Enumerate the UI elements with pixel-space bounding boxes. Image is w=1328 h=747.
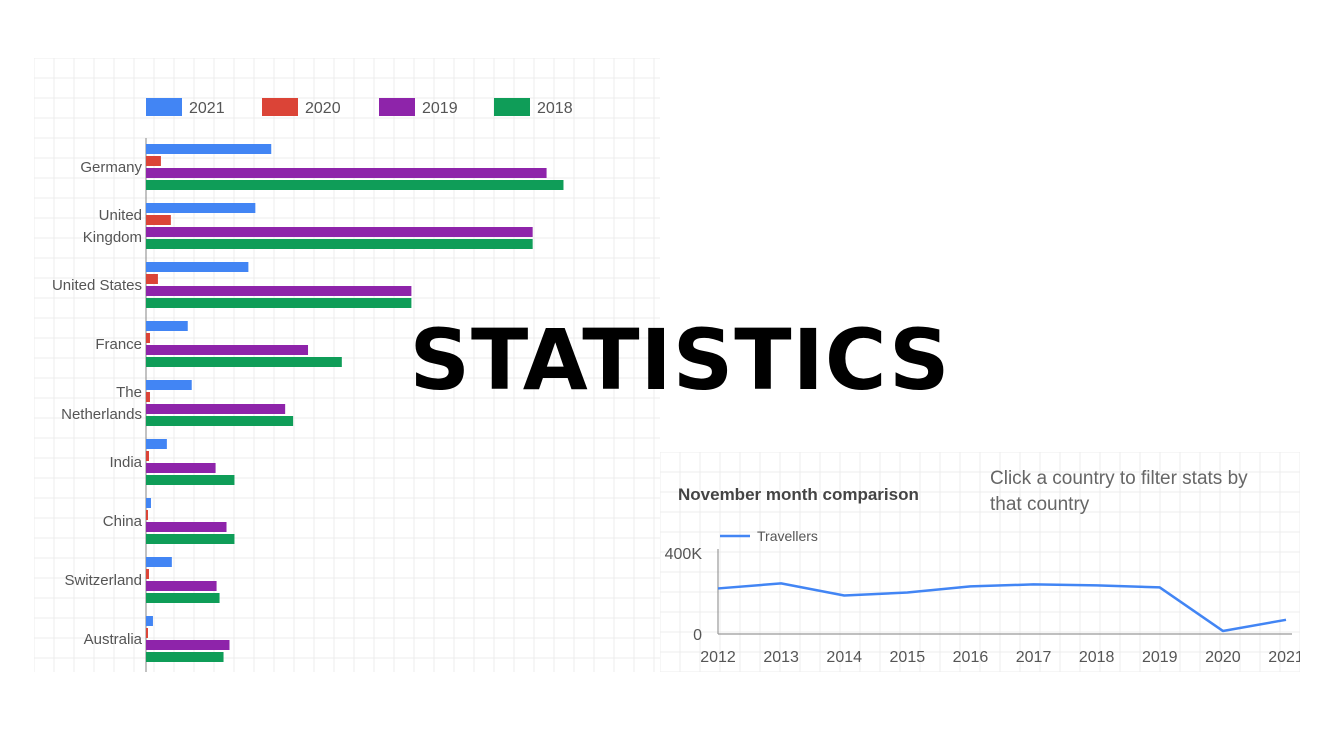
legend-label: 2019 — [422, 100, 458, 117]
bar-germany-2018[interactable] — [146, 180, 564, 190]
category-label-line: Netherlands — [61, 406, 142, 423]
x-tick-label: 2012 — [700, 649, 736, 666]
legend-item-2020[interactable]: 2020 — [262, 98, 341, 117]
bar-united-states-2021[interactable] — [146, 262, 249, 272]
line-chart-grid — [660, 452, 1300, 672]
legend-swatch — [146, 98, 182, 116]
category-label: Switzerland — [64, 572, 142, 589]
x-tick-label: 2021 — [1268, 649, 1300, 666]
legend-item-2019[interactable]: 2019 — [379, 98, 458, 117]
category-label: France — [95, 336, 142, 353]
line-chart-title: November month comparison — [678, 485, 919, 504]
bar-group-australia[interactable]: Australia — [84, 616, 230, 662]
x-tick-label: 2019 — [1142, 649, 1178, 666]
bar-france-2019[interactable] — [146, 345, 309, 355]
bar-the-netherlands-2019[interactable] — [146, 404, 286, 414]
legend-swatch — [262, 98, 298, 116]
bar-group-india[interactable]: India — [109, 439, 235, 485]
bar-group-germany[interactable]: Germany — [80, 144, 564, 190]
bar-united-states-2018[interactable] — [146, 298, 412, 308]
category-label: Germany — [80, 159, 142, 176]
travellers-line-chart[interactable]: November month comparison Travellers 0 400K… — [660, 452, 1300, 672]
legend-item-travellers[interactable]: Travellers — [720, 528, 818, 544]
legend-swatch — [494, 98, 530, 116]
bar-group-france[interactable]: France — [95, 321, 342, 367]
bar-switzerland-2018[interactable] — [146, 593, 220, 603]
legend-swatch — [379, 98, 415, 116]
bar-india-2018[interactable] — [146, 475, 235, 485]
series-line-travellers[interactable] — [717, 582, 1287, 633]
bar-australia-2020[interactable] — [146, 628, 148, 638]
bar-china-2019[interactable] — [146, 522, 227, 532]
bar-united-states-2020[interactable] — [146, 274, 158, 284]
bar-australia-2019[interactable] — [146, 640, 230, 650]
bar-india-2021[interactable] — [146, 439, 167, 449]
bar-group-united-kingdom[interactable]: United Kingdom — [83, 203, 533, 249]
bar-france-2020[interactable] — [146, 333, 150, 343]
category-label: Australia — [84, 631, 143, 648]
x-tick-label: 2020 — [1205, 649, 1241, 666]
legend-label: 2020 — [305, 100, 341, 117]
bar-germany-2021[interactable] — [146, 144, 272, 154]
bar-switzerland-2021[interactable] — [146, 557, 172, 567]
category-label-line: The — [116, 384, 142, 401]
bar-switzerland-2020[interactable] — [146, 569, 149, 579]
category-label: China — [103, 513, 143, 530]
bar-the-netherlands-2018[interactable] — [146, 416, 294, 426]
bar-france-2021[interactable] — [146, 321, 188, 331]
category-label: India — [109, 454, 142, 471]
bar-india-2019[interactable] — [146, 463, 216, 473]
bar-united-states-2019[interactable] — [146, 286, 412, 296]
bar-germany-2019[interactable] — [146, 168, 547, 178]
bar-india-2020[interactable] — [146, 451, 149, 461]
legend-label: Travellers — [757, 528, 818, 544]
bar-china-2021[interactable] — [146, 498, 151, 508]
category-label-line: Kingdom — [83, 229, 142, 246]
x-tick-label: 2013 — [763, 649, 799, 666]
bar-the-netherlands-2021[interactable] — [146, 380, 192, 390]
y-tick-label: 0 — [693, 627, 702, 644]
legend-label: 2021 — [189, 100, 225, 117]
category-label: United Kingdom — [83, 207, 142, 246]
bar-switzerland-2019[interactable] — [146, 581, 217, 591]
bar-china-2020[interactable] — [146, 510, 148, 520]
bar-united-kingdom-2019[interactable] — [146, 227, 533, 237]
x-tick-label: 2018 — [1079, 649, 1115, 666]
bar-china-2018[interactable] — [146, 534, 235, 544]
category-label: The Netherlands — [61, 384, 142, 423]
y-tick-label: 400K — [665, 546, 703, 563]
bar-australia-2018[interactable] — [146, 652, 224, 662]
x-tick-label: 2016 — [953, 649, 989, 666]
x-tick-label: 2015 — [890, 649, 926, 666]
bar-the-netherlands-2020[interactable] — [146, 392, 150, 402]
category-label: United States — [52, 277, 142, 294]
bar-united-kingdom-2020[interactable] — [146, 215, 171, 225]
bar-group-united-states[interactable]: United States — [52, 262, 412, 308]
bar-united-kingdom-2018[interactable] — [146, 239, 533, 249]
bar-france-2018[interactable] — [146, 357, 342, 367]
legend-item-2018[interactable]: 2018 — [494, 98, 573, 117]
bar-germany-2020[interactable] — [146, 156, 161, 166]
category-label-line: United — [99, 207, 142, 224]
bar-group-the-netherlands[interactable]: The Netherlands — [61, 380, 294, 426]
legend-item-2021[interactable]: 2021 — [146, 98, 225, 117]
bar-united-kingdom-2021[interactable] — [146, 203, 256, 213]
filter-hint: Click a country to filter stats by that … — [990, 468, 1248, 515]
bar-group-switzerland[interactable]: Switzerland — [64, 557, 220, 603]
bar-australia-2021[interactable] — [146, 616, 153, 626]
x-tick-label: 2017 — [1016, 649, 1052, 666]
legend-label: 2018 — [537, 100, 573, 117]
bar-group-china[interactable]: China — [103, 498, 235, 544]
x-tick-label: 2014 — [826, 649, 862, 666]
